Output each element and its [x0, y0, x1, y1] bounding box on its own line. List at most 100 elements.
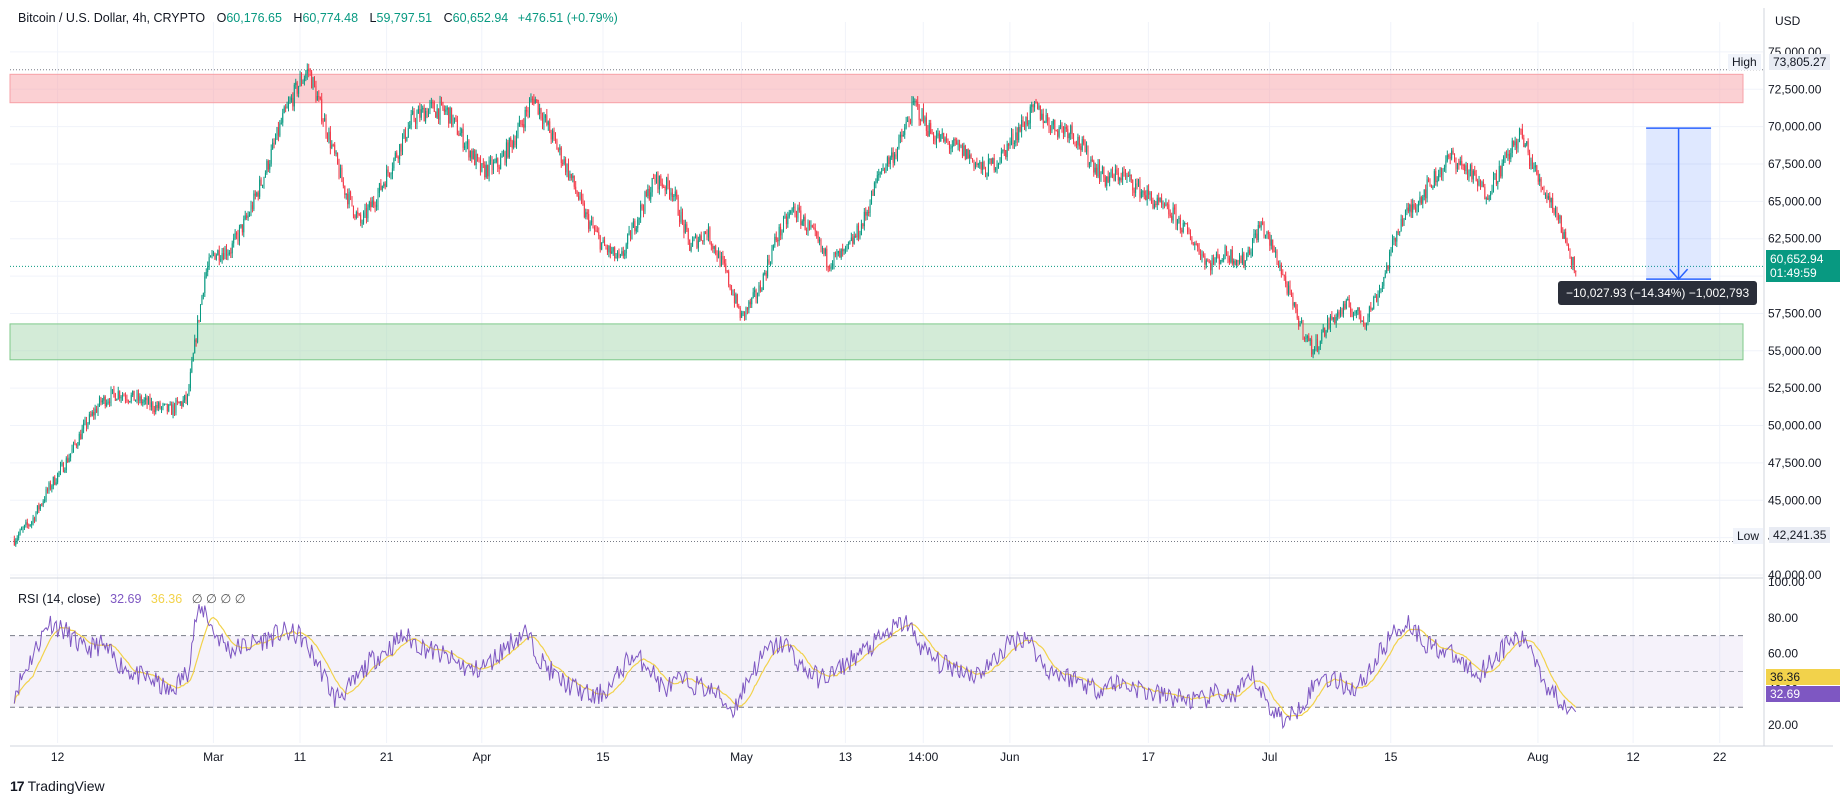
candle-body-up — [270, 149, 272, 164]
candle-body-up — [1507, 153, 1509, 156]
candle-body-down — [1269, 233, 1271, 246]
candle-body-down — [583, 203, 585, 218]
candle-body-down — [185, 394, 187, 401]
candle-body-up — [36, 505, 38, 513]
candle-body-down — [855, 235, 857, 238]
candle-body-down — [1500, 166, 1502, 177]
candle-body-up — [585, 212, 587, 218]
time-tick-label: 15 — [596, 750, 610, 764]
candle-body-down — [1360, 314, 1362, 322]
candle-body-up — [907, 120, 909, 122]
candle-body-up — [1340, 310, 1342, 316]
candle-body-up — [940, 134, 942, 142]
candle-body-up — [70, 453, 72, 458]
candle-body-up — [830, 266, 832, 269]
support-zone — [9, 323, 1744, 361]
candle-body-up — [619, 254, 621, 256]
candle-body-down — [109, 401, 111, 404]
candle-body-down — [413, 110, 415, 121]
candle-body-down — [1351, 312, 1353, 317]
candle-body-down — [967, 149, 969, 159]
candle-body-down — [1569, 250, 1571, 258]
candle-body-up — [752, 292, 754, 298]
candle-body-down — [251, 205, 253, 210]
candle-body-up — [302, 81, 304, 84]
candle-body-up — [1390, 250, 1392, 253]
candle-body-down — [1376, 296, 1378, 302]
candle-body-up — [1377, 293, 1379, 302]
candle-body-down — [934, 140, 936, 143]
candle-body-up — [1342, 303, 1344, 315]
resistance-zone — [9, 73, 1744, 104]
candle-body-down — [387, 169, 389, 173]
candle-body-down — [1143, 191, 1145, 196]
candle-body-up — [1432, 187, 1434, 189]
candle-body-down — [785, 216, 787, 225]
candle-body-up — [1497, 181, 1499, 185]
candle-body-down — [1188, 232, 1190, 234]
candle-body-up — [640, 204, 642, 218]
tradingview-logo[interactable]: 17 TradingView — [10, 778, 105, 794]
candle-body-up — [355, 211, 357, 219]
currency-label[interactable]: USD — [1775, 14, 1801, 28]
candle-body-up — [914, 101, 916, 103]
candle-body-up — [1301, 320, 1303, 324]
candle-body-up — [847, 243, 849, 245]
candle-body-up — [791, 208, 793, 211]
candle-body-down — [679, 215, 681, 222]
candle-body-down — [96, 408, 98, 413]
candle-body-up — [1391, 239, 1393, 251]
candle-body-down — [1482, 181, 1484, 187]
candle-body-up — [966, 149, 968, 160]
high-marker-label: High — [1728, 54, 1761, 70]
candle-body-up — [637, 219, 639, 229]
candle-body-up — [169, 404, 171, 406]
candle-body-up — [1126, 175, 1128, 178]
candle-body-up — [998, 163, 1000, 165]
candle-body-down — [1218, 256, 1220, 265]
candle-body-up — [1041, 113, 1043, 120]
price-tick-label: 57,500.00 — [1768, 306, 1822, 320]
candle-body-up — [403, 129, 405, 138]
candle-body-up — [1318, 346, 1320, 351]
candle-body-down — [676, 191, 678, 198]
candle-body-up — [563, 159, 565, 164]
candle-body-up — [182, 399, 184, 407]
candle-body-up — [194, 339, 196, 354]
candle-body-down — [1023, 125, 1025, 130]
candle-body-up — [713, 246, 715, 249]
candle-body-down — [660, 175, 662, 184]
rsi-value-tag: 32.69 — [1766, 686, 1840, 702]
candle-body-up — [84, 420, 86, 424]
candle-body-up — [911, 101, 913, 123]
candle-body-down — [677, 197, 679, 216]
candle-body-down — [1570, 257, 1572, 265]
tradingview-logo-icon: 17 — [10, 778, 25, 794]
candle-body-down — [931, 133, 933, 135]
candle-body-up — [1100, 173, 1102, 180]
candle-body-down — [716, 253, 718, 259]
candle-body-down — [1277, 263, 1279, 267]
candle-body-up — [1327, 319, 1329, 331]
candle-body-up — [1443, 167, 1445, 170]
candle-body-down — [1410, 204, 1412, 213]
rsi-ma-value: 36.36 — [150, 592, 183, 606]
candle-body-up — [21, 529, 23, 531]
candle-body-down — [396, 152, 398, 157]
candle-body-down — [816, 231, 818, 237]
rsi-legend: RSI (14, close) 32.69 36.36 ∅ ∅ ∅ ∅ — [18, 591, 246, 606]
candle-body-down — [1185, 223, 1187, 225]
candle-body-up — [1260, 222, 1262, 228]
candle-body-up — [935, 136, 937, 143]
candle-body-down — [709, 227, 711, 244]
candle-body-up — [840, 249, 842, 258]
candle-body-down — [1272, 239, 1274, 251]
candle-body-down — [795, 215, 797, 219]
symbol-legend: Bitcoin / U.S. Dollar, 4h, CRYPTO O60,17… — [18, 11, 618, 25]
candle-body-up — [238, 227, 240, 242]
candle-body-down — [736, 294, 738, 307]
candle-body-up — [1135, 183, 1137, 193]
candle-body-up — [1436, 180, 1438, 183]
